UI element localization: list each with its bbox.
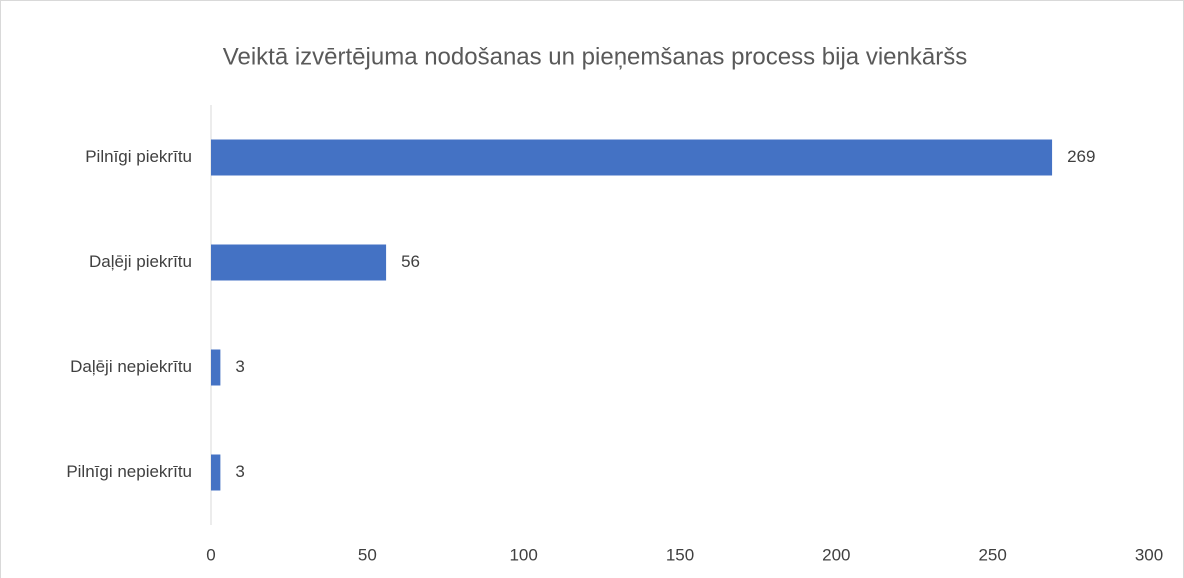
y-tick-label: Pilnīgi piekrītu [85,147,192,166]
x-tick-label: 200 [822,545,850,564]
x-tick-label: 100 [509,545,537,564]
bar [211,349,221,386]
x-tick-label: 0 [206,545,215,564]
x-tick-label: 250 [978,545,1006,564]
x-tick-label: 150 [666,545,694,564]
data-label: 56 [401,252,420,271]
x-tick-label: 50 [358,545,377,564]
bar [211,244,387,281]
bar [211,454,221,491]
y-tick-label: Daļēji nepiekrītu [70,357,192,376]
data-label: 269 [1067,147,1095,166]
data-label: 3 [235,357,244,376]
data-label: 3 [235,462,244,481]
y-tick-label: Daļēji piekrītu [89,252,192,271]
y-tick-label: Pilnīgi nepiekrītu [66,462,192,481]
bar [211,139,1053,176]
chart-title: Veiktā izvērtējuma nodošanas un pieņemša… [223,43,967,70]
x-tick-label: 300 [1135,545,1163,564]
